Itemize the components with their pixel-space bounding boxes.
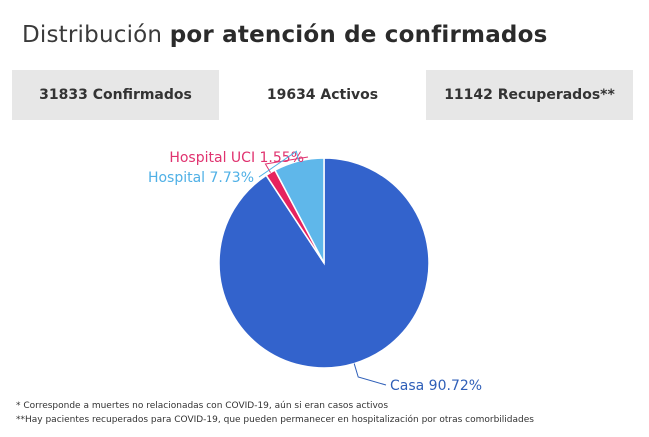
tab-activos[interactable]: 19634 Activos [219,70,426,120]
leader-line-casa [353,363,387,386]
tab-confirmados[interactable]: 31833 Confirmados [39,87,192,103]
tab-recuperados[interactable]: 11142 Recuperados** [444,87,615,103]
slice-label-hospital-uci: Hospital UCI 1.55% [169,150,304,166]
slice-label-casa: Casa 90.72% [390,378,482,394]
footnote-2: **Hay pacientes recuperados para COVID-1… [16,415,534,425]
tab-bar: 31833 Confirmados 19634 Activos 11142 Re… [12,70,633,120]
chart-title: Distribución por atención de confirmados [22,22,548,48]
title-regular: Distribución [22,22,163,48]
leader-line-hospital [258,150,300,178]
slice-label-hospital: Hospital 7.73% [148,170,254,186]
footnote-1: * Corresponde a muertes no relacionadas … [16,401,389,411]
footnotes: * Corresponde a muertes no relacionadas … [16,399,534,427]
title-bold: por atención de confirmados [169,22,548,48]
pie-chart: Casa 90.72% Hospital UCI 1.55% Hospital 7.… [148,150,482,394]
